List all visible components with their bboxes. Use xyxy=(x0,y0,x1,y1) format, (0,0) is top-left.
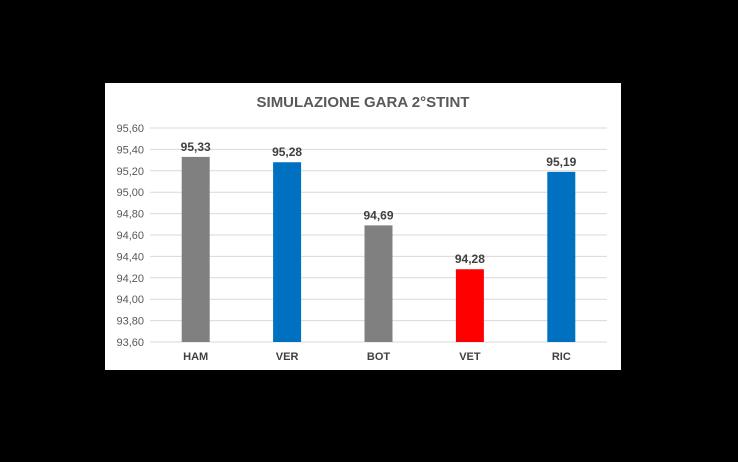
data-label-ham: 95,33 xyxy=(181,140,211,154)
y-tick-label: 94,80 xyxy=(116,209,144,221)
y-tick-label: 93,80 xyxy=(116,316,144,328)
bar-ham xyxy=(181,156,210,342)
bar-bot xyxy=(364,225,393,342)
data-label-ric: 95,19 xyxy=(546,155,576,169)
data-label-ver: 95,28 xyxy=(272,145,302,159)
y-tick-label: 94,20 xyxy=(116,273,144,285)
bar-chart: SIMULAZIONE GARA 2°STINT 93,60 93,80 94,00… xyxy=(116,94,607,363)
bars xyxy=(181,156,576,342)
y-tick-label: 94,40 xyxy=(116,251,144,263)
data-label-bot: 94,69 xyxy=(363,208,393,222)
category-label-ver: VER xyxy=(276,351,299,363)
category-label-ric: RIC xyxy=(552,351,571,363)
y-tick-label: 94,00 xyxy=(116,294,144,306)
y-tick-label: 95,60 xyxy=(116,123,144,135)
data-labels: 95,33 95,28 94,69 94,28 95,19 xyxy=(181,140,577,266)
chart-title: SIMULAZIONE GARA 2°STINT xyxy=(257,94,470,111)
bar-vet xyxy=(455,269,484,342)
y-tick-label: 93,60 xyxy=(116,337,144,349)
category-label-ham: HAM xyxy=(183,351,208,363)
y-tick-label: 95,20 xyxy=(116,166,144,178)
bar-ric xyxy=(547,171,576,342)
y-tick-label: 95,40 xyxy=(116,144,144,156)
y-axis-ticks: 93,60 93,80 94,00 94,20 94,40 94,60 94,80 95,00… xyxy=(116,123,144,349)
y-tick-label: 95,00 xyxy=(116,187,144,199)
data-label-vet: 94,28 xyxy=(455,252,485,266)
x-axis-categories: HAM VER BOT VET RIC xyxy=(183,351,571,363)
category-label-bot: BOT xyxy=(367,351,391,363)
category-label-vet: VET xyxy=(459,351,481,363)
bar-ver xyxy=(273,162,302,342)
y-tick-label: 94,60 xyxy=(116,230,144,242)
chart-panel: SIMULAZIONE GARA 2°STINT 93,60 93,80 94,00… xyxy=(105,83,621,370)
